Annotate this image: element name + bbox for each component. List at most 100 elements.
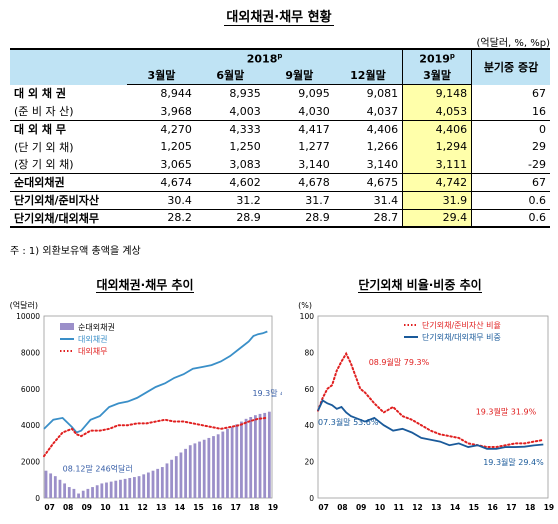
bar bbox=[151, 470, 155, 498]
annotation: 19.3말 4,742억달러 bbox=[252, 388, 282, 398]
row-value: 4,030 bbox=[298, 104, 330, 118]
row-label: 단기외채/대외채무 bbox=[10, 208, 127, 228]
bar bbox=[170, 459, 174, 498]
y-tick-label: 100 bbox=[300, 312, 315, 321]
row-value: 4,406 bbox=[333, 119, 403, 138]
x-tick-label: 19 bbox=[268, 503, 278, 512]
bar bbox=[198, 441, 201, 498]
bar bbox=[249, 417, 253, 498]
row-value: 4,675 bbox=[333, 173, 403, 192]
x-tick-label: 09 bbox=[356, 503, 366, 512]
x-tick-label: 11 bbox=[119, 503, 129, 512]
x-tick-label: 14 bbox=[450, 503, 460, 512]
bar bbox=[258, 413, 262, 498]
x-tick-label: 17 bbox=[230, 503, 240, 512]
x-tick-label: 11 bbox=[394, 503, 404, 512]
series-line bbox=[317, 351, 545, 449]
bar bbox=[207, 437, 211, 498]
y-tick-label: 10000 bbox=[16, 312, 40, 321]
x-tick-label: 08 bbox=[63, 503, 73, 512]
x-tick-label: 13 bbox=[156, 503, 166, 512]
row-value: 4,053 bbox=[402, 102, 472, 121]
y-tick-label: 0 bbox=[35, 494, 40, 503]
row-value: 30.4 bbox=[126, 190, 196, 210]
x-tick-label: 19 bbox=[544, 503, 554, 512]
row-value: 3,083 bbox=[229, 157, 261, 171]
month-header: 12월말 bbox=[333, 66, 403, 86]
row-value: 1,277 bbox=[298, 140, 330, 154]
row-value: 9,081 bbox=[366, 87, 399, 101]
legend-label: 단기외채/준비자산 비율 bbox=[422, 320, 501, 330]
bar bbox=[137, 476, 141, 498]
row-value: 4,037 bbox=[366, 104, 399, 118]
bar bbox=[235, 424, 239, 498]
bar bbox=[193, 443, 197, 498]
bar bbox=[95, 485, 99, 498]
annotation: 08.9월말 79.3% bbox=[369, 357, 430, 367]
x-tick-label: 16 bbox=[487, 503, 497, 512]
annotation: 07.3월말 53.6% bbox=[318, 417, 379, 427]
debt-table: 2018p 2019p 분기중 증감 3월말 6월말 9월말 12월말 3월말 … bbox=[10, 48, 550, 228]
row-value: 4,406 bbox=[402, 119, 472, 138]
x-tick-label: 14 bbox=[175, 503, 185, 512]
table-row: (단 기 외 채) 1,205 1,250 1,277 1,266 1,294 29 bbox=[10, 137, 550, 156]
bar bbox=[142, 474, 146, 498]
external-assets-liabilities-chart: (억달러) 0 2000 4000 6000 8000 10000 07 08 09 10 11 12 1… bbox=[10, 300, 282, 512]
row-change: 67 bbox=[471, 84, 550, 103]
change-header: 분기중 증감 bbox=[471, 48, 550, 85]
bar bbox=[133, 477, 136, 498]
x-tick-label: 15 bbox=[469, 503, 479, 512]
bar bbox=[109, 481, 113, 498]
row-value: 4,003 bbox=[229, 104, 261, 118]
bar bbox=[179, 452, 183, 498]
month-header: 9월말 bbox=[264, 66, 334, 86]
row-value: 3,065 bbox=[160, 157, 192, 171]
row-value: 4,270 bbox=[126, 119, 196, 138]
row-value: 28.9 bbox=[264, 208, 334, 228]
bar bbox=[226, 428, 229, 498]
x-tick-label: 13 bbox=[431, 503, 441, 512]
row-value: 1,250 bbox=[229, 140, 261, 154]
y-tick-label: 6000 bbox=[21, 385, 40, 394]
bar bbox=[263, 412, 267, 498]
bar bbox=[165, 463, 169, 498]
bar bbox=[188, 445, 192, 498]
bar bbox=[123, 478, 127, 498]
month-header: 3월말 bbox=[402, 66, 472, 86]
row-value: 4,742 bbox=[402, 173, 472, 192]
y-tick-label: 4000 bbox=[21, 421, 40, 430]
bar bbox=[105, 482, 108, 498]
bar bbox=[156, 468, 160, 498]
bar bbox=[44, 470, 48, 498]
row-value: 1,266 bbox=[366, 140, 399, 154]
month-header: 6월말 bbox=[195, 66, 265, 86]
chart2-title: 단기외채 비율·비중 추이 bbox=[358, 278, 482, 293]
row-value: 28.2 bbox=[126, 208, 196, 228]
row-value: 28.7 bbox=[333, 208, 403, 228]
legend-swatch bbox=[60, 323, 74, 330]
x-tick-label: 09 bbox=[82, 503, 92, 512]
row-value: 3,111 bbox=[402, 155, 472, 174]
row-value: 4,333 bbox=[195, 119, 265, 138]
row-value: 31.2 bbox=[195, 190, 265, 210]
table-row: 단기외채/대외채무 28.2 28.9 28.9 28.7 29.4 0.6 bbox=[10, 208, 550, 228]
table-row: 대 외 채 권 8,944 8,935 9,095 9,081 9,148 67 bbox=[10, 84, 550, 103]
y-axis-label: (억달러) bbox=[10, 300, 38, 310]
bar bbox=[49, 473, 53, 498]
row-label: 대 외 채 무 bbox=[10, 119, 127, 138]
year-header-2018: 2018p bbox=[126, 48, 403, 67]
footnote: 주 : 1) 외환보유액 총액을 계상 bbox=[10, 246, 141, 257]
y-axis-label: (%) bbox=[298, 301, 312, 310]
bar bbox=[160, 467, 164, 498]
bar bbox=[230, 427, 234, 498]
row-value: 31.7 bbox=[264, 190, 334, 210]
y-tick-label: 0 bbox=[309, 494, 314, 503]
row-value: 8,935 bbox=[229, 87, 261, 101]
legend-label: 대외채권 bbox=[78, 334, 107, 344]
row-change: 0.6 bbox=[471, 190, 550, 210]
x-tick-label: 07 bbox=[318, 503, 328, 512]
x-tick-label: 08 bbox=[337, 503, 347, 512]
row-change: 16 bbox=[471, 102, 550, 121]
y-tick-label: 2000 bbox=[21, 458, 40, 467]
bar bbox=[81, 490, 85, 498]
